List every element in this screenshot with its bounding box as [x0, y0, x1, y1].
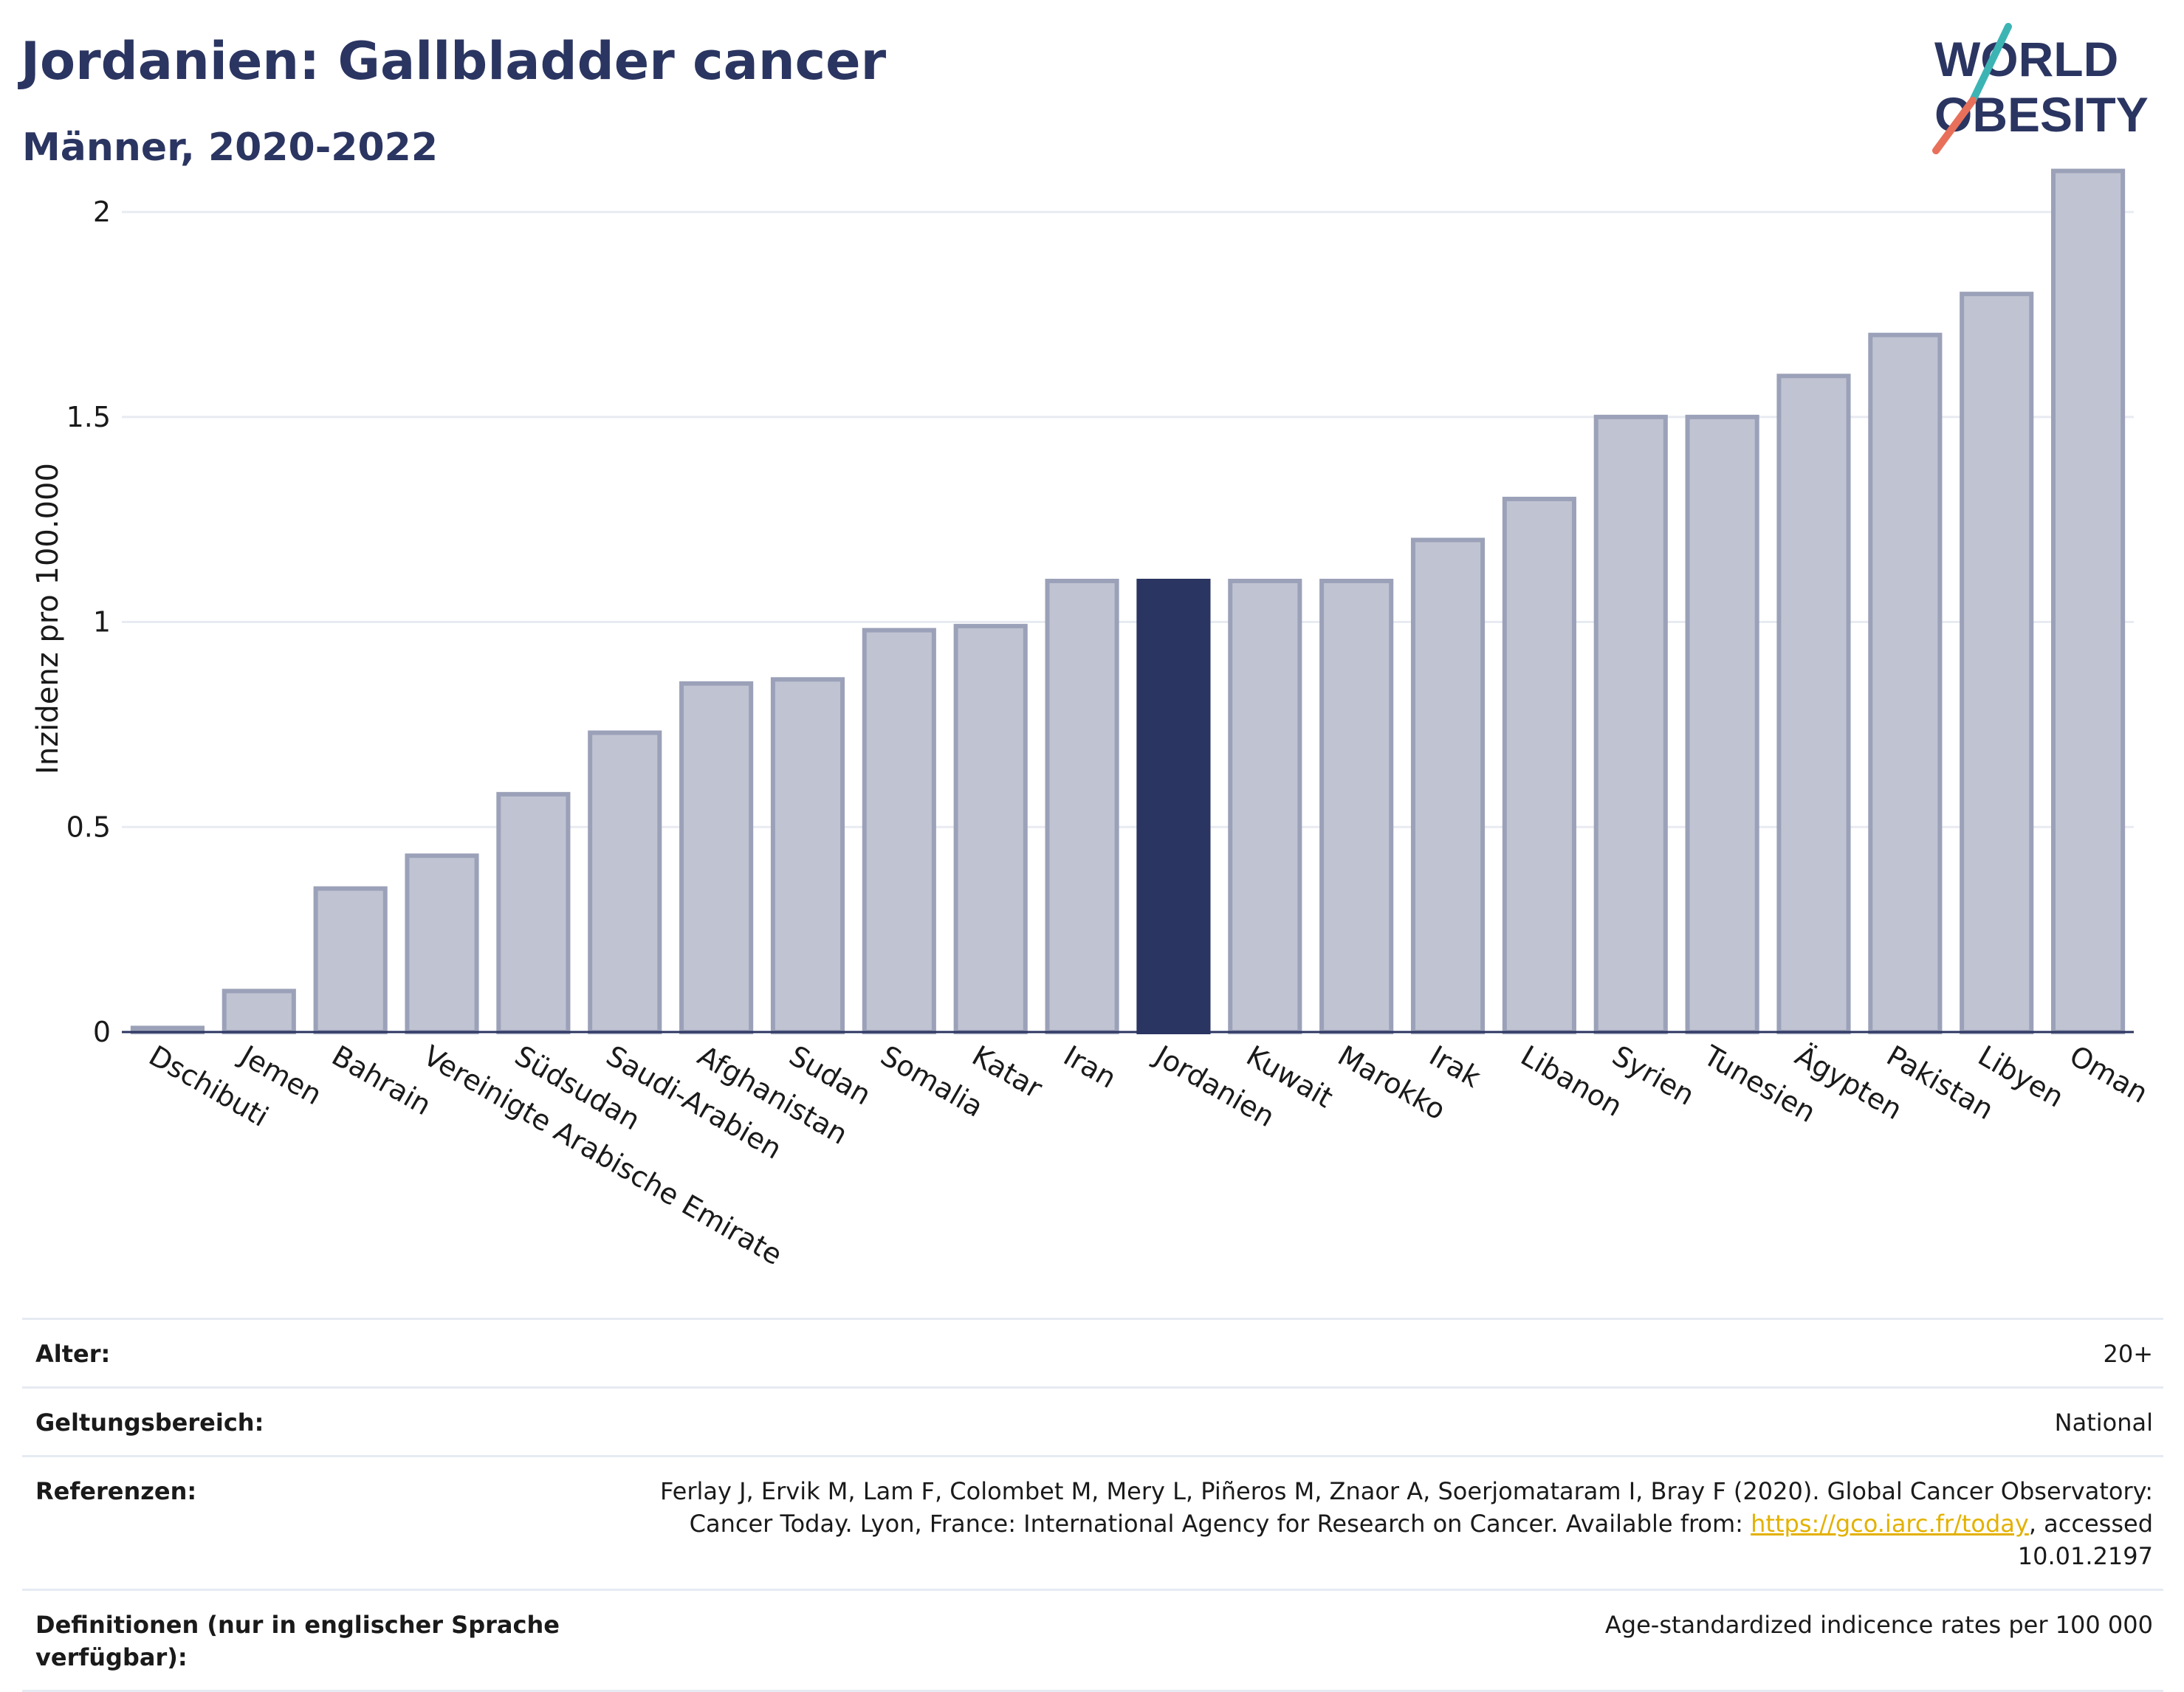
- bar-pakistan: [1868, 332, 1943, 1034]
- bar-ägypten: [1776, 374, 1851, 1035]
- x-tick-label: Somalia: [875, 1039, 989, 1124]
- bar-libyen: [1960, 292, 2034, 1034]
- bar-somalia: [862, 627, 936, 1034]
- info-row-age: Alter: 20+: [22, 1318, 2163, 1386]
- info-row-definitions: Definitionen (nur in englischer Sprache …: [22, 1589, 2163, 1692]
- x-tick-label: Oman: [2064, 1039, 2154, 1110]
- y-axis-label: Inzidenz pro 100.000: [31, 463, 65, 774]
- bar-südsudan: [496, 791, 571, 1034]
- x-tick-label: Libanon: [1515, 1039, 1627, 1123]
- references-text: Ferlay J, Ervik M, Lam F, Colombet M, Me…: [660, 1477, 2153, 1538]
- bar-afghanistan: [679, 681, 754, 1034]
- logo-line2: OBESITY: [1934, 87, 2149, 142]
- references-link[interactable]: https://gco.iarc.fr/today: [1751, 1510, 2029, 1538]
- world-obesity-logo: WORLD OBESITY: [1932, 23, 2149, 154]
- bar-bahrain: [313, 886, 388, 1035]
- definitions-label: Definitionen (nur in englischer Sprache …: [35, 1611, 560, 1671]
- bar-sudan: [770, 677, 845, 1034]
- y-tick-label: 0.5: [66, 811, 111, 843]
- info-table: Alter: 20+ Geltungsbereich: National Ref…: [22, 1318, 2163, 1692]
- info-row-references: Referenzen: Ferlay J, Ervik M, Lam F, Co…: [22, 1455, 2163, 1589]
- bar-kuwait: [1228, 579, 1302, 1034]
- x-tick-label: Bahrain: [326, 1039, 436, 1122]
- bar-oman: [2051, 168, 2126, 1035]
- logo-line1: WORLD: [1934, 32, 2118, 86]
- definitions-value: Age-standardized indicence rates per 100…: [1604, 1611, 2153, 1639]
- references-value: Ferlay J, Ervik M, Lam F, Colombet M, Me…: [602, 1475, 2153, 1572]
- y-tick-labels: 0 0.5 1 1.5 2: [66, 196, 111, 1048]
- references-label: Referenzen:: [35, 1477, 197, 1505]
- bar-jemen: [222, 988, 296, 1035]
- chart-title: Jordanien: Gallbladder cancer: [21, 31, 887, 92]
- bar-chart: 0 0.5 1 1.5 2 DschibutiJemenBahrainVereinigt…: [31, 168, 2154, 1272]
- bars: [130, 168, 2126, 1035]
- scope-value: National: [2054, 1409, 2153, 1437]
- y-tick-label: 1: [93, 606, 111, 639]
- y-tick-label: 1.5: [66, 401, 111, 433]
- references-accessed: , accessed 10.01.2197: [2017, 1510, 2153, 1570]
- age-label: Alter:: [35, 1340, 111, 1368]
- bar-tunesien: [1685, 414, 1759, 1034]
- bar-libanon: [1502, 496, 1576, 1034]
- x-tick-label: Irak: [1424, 1039, 1486, 1094]
- age-value: 20+: [2103, 1340, 2153, 1368]
- bar-iran: [1045, 579, 1119, 1034]
- y-tick-label: 2: [93, 196, 111, 228]
- x-tick-label: Iran: [1058, 1039, 1122, 1095]
- scope-label: Geltungsbereich:: [35, 1409, 264, 1437]
- bar-syrien: [1593, 414, 1668, 1034]
- bar-katar: [953, 624, 1028, 1034]
- bar-marokko: [1319, 579, 1394, 1034]
- bar-saudi-arabien: [588, 730, 662, 1034]
- bar-vereinigte-arabische-emirate: [405, 853, 479, 1034]
- y-tick-label: 0: [93, 1016, 111, 1048]
- info-row-scope: Geltungsbereich: National: [22, 1386, 2163, 1455]
- bar-jordanien: [1136, 579, 1211, 1034]
- bar-irak: [1410, 537, 1486, 1034]
- chart-subtitle: Männer, 2020-2022: [22, 125, 439, 170]
